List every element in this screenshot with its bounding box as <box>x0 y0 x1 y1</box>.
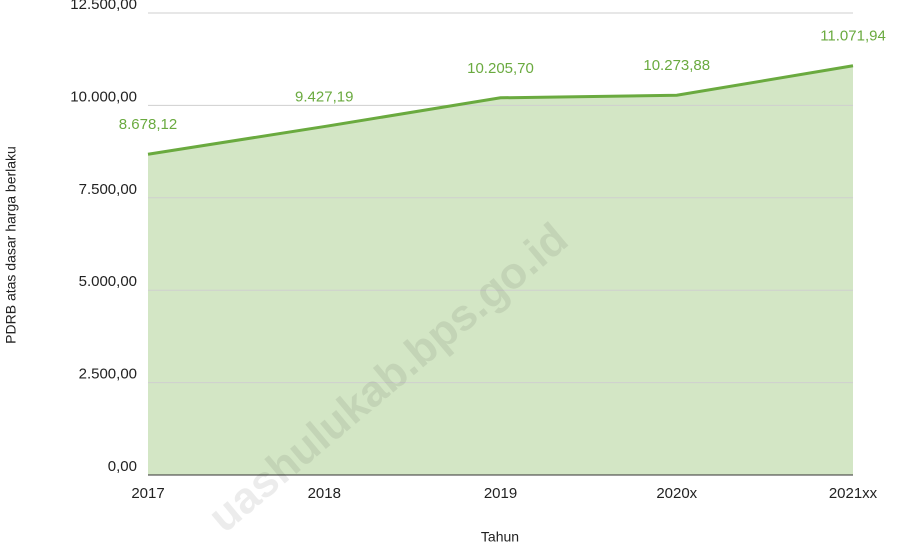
y-tick-label: 7.500,00 <box>79 181 137 198</box>
x-tick-label: 2018 <box>308 485 341 502</box>
y-tick-label: 10.000,00 <box>70 88 137 105</box>
x-tick-label: 2020x <box>656 485 697 502</box>
data-label: 11.071,94 <box>820 28 886 45</box>
area <box>148 65 853 475</box>
y-tick-label: 12.500,00 <box>70 0 137 13</box>
y-axis-label: PDRB atas dasar harga berlaku <box>3 146 19 344</box>
data-label: 8.678,12 <box>119 116 177 133</box>
y-tick-label: 5.000,00 <box>79 273 137 290</box>
x-tick-label: 2017 <box>131 485 164 502</box>
x-tick-label: 2019 <box>484 485 517 502</box>
x-axis-label: Tahun <box>481 529 519 545</box>
y-tick-label: 2.500,00 <box>79 366 137 383</box>
data-label: 10.205,70 <box>467 60 534 77</box>
data-label: 10.273,88 <box>643 57 710 74</box>
line <box>147 64 854 156</box>
data-label: 9.427,19 <box>295 89 353 106</box>
y-tick-label: 0,00 <box>108 458 137 475</box>
x-tick-label: 2021xx <box>829 485 878 502</box>
